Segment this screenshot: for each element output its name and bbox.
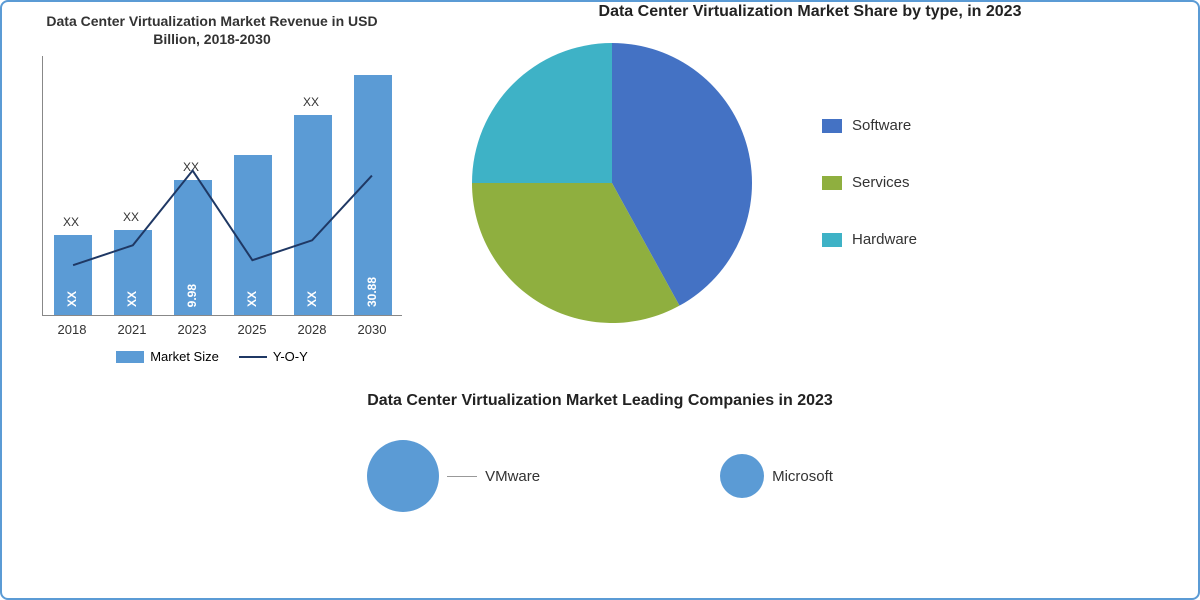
bar-value-label: XX xyxy=(245,291,259,307)
line-chart-overlay xyxy=(43,56,402,315)
pie-legend-label: Software xyxy=(852,117,911,134)
xx-label: XX xyxy=(63,215,79,229)
pie-legend: Software Services Hardware xyxy=(822,117,917,248)
bar-chart-legend: Market Size Y-O-Y xyxy=(22,349,402,364)
pie-legend-item: Services xyxy=(822,174,917,191)
bar-chart-panel: Data Center Virtualization Market Revenu… xyxy=(2,2,422,382)
legend-line-label: Y-O-Y xyxy=(273,349,308,364)
companies-panel: Data Center Virtualization Market Leadin… xyxy=(2,382,1198,522)
bar: XX xyxy=(54,235,92,315)
bar-chart-area: XX XX XX XX 9.98 XX XX XX XX 30.88 xyxy=(42,56,402,316)
company-bubble-group: Microsoft xyxy=(720,454,833,498)
pie-legend-swatch xyxy=(822,119,842,133)
pie-chart-panel: Data Center Virtualization Market Share … xyxy=(422,2,1198,382)
pie-legend-swatch xyxy=(822,233,842,247)
pie-legend-swatch xyxy=(822,176,842,190)
bar-value-label: 30.88 xyxy=(365,277,379,307)
pie-legend-label: Hardware xyxy=(852,231,917,248)
x-axis-label: 2028 xyxy=(298,322,327,337)
legend-swatch-line xyxy=(239,356,267,358)
bar-value-label: 9.98 xyxy=(185,284,199,307)
company-bubble xyxy=(367,440,439,512)
x-axis-label: 2021 xyxy=(118,322,147,337)
companies-title: Data Center Virtualization Market Leadin… xyxy=(42,392,1158,410)
legend-swatch-bar xyxy=(116,351,144,363)
pie-legend-label: Services xyxy=(852,174,910,191)
legend-yoy: Y-O-Y xyxy=(239,349,308,364)
xx-label: XX xyxy=(183,160,199,174)
bar-value-label: XX xyxy=(65,291,79,307)
bar-value-label: XX xyxy=(125,291,139,307)
pie-legend-item: Software xyxy=(822,117,917,134)
company-bubble xyxy=(720,454,764,498)
company-bubble-group: VMware xyxy=(367,440,540,512)
legend-market-size: Market Size xyxy=(116,349,219,364)
bar-chart-title: Data Center Virtualization Market Revenu… xyxy=(22,12,402,48)
bar: 30.88 xyxy=(354,75,392,315)
xx-label: XX xyxy=(123,210,139,224)
x-axis-label: 2030 xyxy=(358,322,387,337)
bar: XX xyxy=(294,115,332,315)
bar: 9.98 xyxy=(174,180,212,315)
x-axis-label: 2025 xyxy=(238,322,267,337)
pie-slice xyxy=(472,43,612,183)
bar: XX xyxy=(234,155,272,315)
company-label: VMware xyxy=(485,468,540,485)
xx-label: XX xyxy=(303,95,319,109)
bar: XX xyxy=(114,230,152,315)
pie-legend-item: Hardware xyxy=(822,231,917,248)
x-axis-label: 2023 xyxy=(178,322,207,337)
bubble-connector-line xyxy=(447,476,477,477)
bar-value-label: XX xyxy=(305,291,319,307)
company-label: Microsoft xyxy=(772,468,833,485)
bar-x-labels: 2018 2021 2023 2025 2028 2030 xyxy=(42,322,402,337)
x-axis-label: 2018 xyxy=(58,322,87,337)
companies-bubbles: VMware Microsoft xyxy=(42,440,1158,512)
legend-bar-label: Market Size xyxy=(150,349,219,364)
pie-chart-svg xyxy=(442,33,782,333)
pie-chart-title: Data Center Virtualization Market Share … xyxy=(442,2,1178,23)
